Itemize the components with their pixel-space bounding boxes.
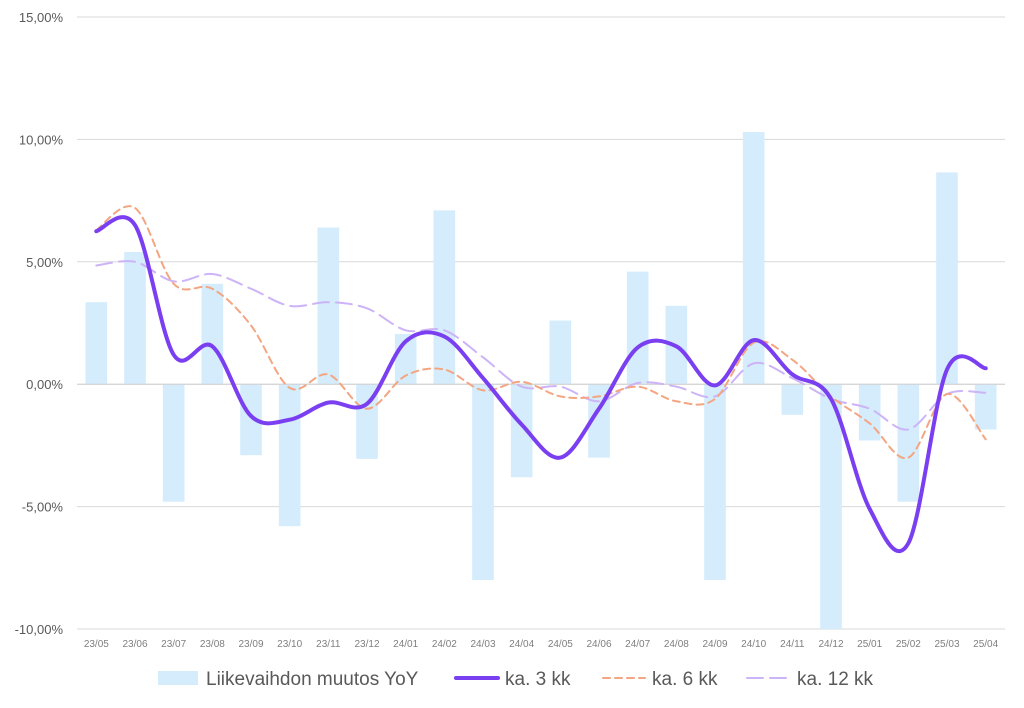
x-tick-label: 23/07 <box>161 639 186 650</box>
x-tick-label: 25/04 <box>973 639 998 650</box>
x-tick-label: 24/04 <box>509 639 534 650</box>
x-tick-label: 24/06 <box>586 639 611 650</box>
legend-swatch <box>158 671 198 685</box>
y-tick-label: 5,00% <box>26 255 63 270</box>
bar <box>820 384 842 629</box>
legend-label: ka. 3 kk <box>505 669 571 690</box>
bar <box>201 283 224 385</box>
legend-label: ka. 12 kk <box>797 669 874 690</box>
x-tick-label: 24/10 <box>741 639 766 650</box>
y-axis-tick-labels: -10,00% -5,00% 0,00% 5,00% 10,00% 15,00% <box>15 10 64 637</box>
y-tick-label: 10,00% <box>19 132 64 147</box>
x-tick-label: 23/10 <box>277 639 302 650</box>
x-tick-label: 23/12 <box>354 639 379 650</box>
x-tick-label: 24/05 <box>548 639 573 650</box>
bar <box>549 320 572 385</box>
bar <box>124 252 146 385</box>
y-tick-label: -10,00% <box>15 622 64 637</box>
legend-label: Liikevaihdon muutos YoY <box>206 669 419 690</box>
x-tick-label: 24/08 <box>664 639 689 650</box>
x-tick-label: 23/11 <box>316 639 341 650</box>
y-tick-label: -5,00% <box>22 500 64 515</box>
bar <box>897 384 920 502</box>
x-tick-label: 23/08 <box>200 639 225 650</box>
series-line <box>95 260 987 431</box>
x-tick-label: 25/01 <box>857 639 882 650</box>
series-line <box>95 205 987 459</box>
x-tick-label: 24/09 <box>702 639 727 650</box>
x-tick-label: 23/06 <box>122 639 147 650</box>
x-tick-label: 23/05 <box>84 639 109 650</box>
x-tick-label: 23/09 <box>238 639 263 650</box>
bar <box>742 132 765 385</box>
series-line <box>94 215 988 553</box>
x-tick-label: 24/02 <box>432 639 457 650</box>
bar <box>936 172 958 385</box>
bar <box>162 384 185 502</box>
bar <box>317 227 340 385</box>
bar <box>510 384 533 478</box>
bar <box>704 384 726 581</box>
x-tick-label: 24/11 <box>780 639 805 650</box>
y-tick-label: 15,00% <box>19 10 64 25</box>
bar <box>626 271 649 385</box>
x-tick-label: 25/02 <box>896 639 921 650</box>
bar <box>781 384 804 415</box>
legend: Liikevaihdon muutos YoY ka. 3 kk ka. 6 kk k… <box>158 669 874 690</box>
x-tick-label: 24/01 <box>393 639 418 650</box>
x-tick-label: 24/12 <box>818 639 843 650</box>
x-axis-tick-labels: 23/05 23/06 23/07 23/08 23/09 23/10 23/11 23/12… <box>84 639 999 650</box>
bar <box>356 384 378 459</box>
bar <box>858 384 881 441</box>
bar <box>974 384 997 430</box>
legend-label: ka. 6 kk <box>652 669 718 690</box>
bar <box>85 302 108 385</box>
x-tick-label: 24/07 <box>625 639 650 650</box>
line-series <box>94 205 988 553</box>
bar-series <box>85 132 997 629</box>
bar <box>240 384 262 456</box>
x-tick-label: 25/03 <box>934 639 959 650</box>
y-tick-label: 0,00% <box>26 377 63 392</box>
x-tick-label: 24/03 <box>470 639 495 650</box>
bar <box>433 210 456 385</box>
bar <box>472 384 494 581</box>
bar <box>278 384 301 527</box>
